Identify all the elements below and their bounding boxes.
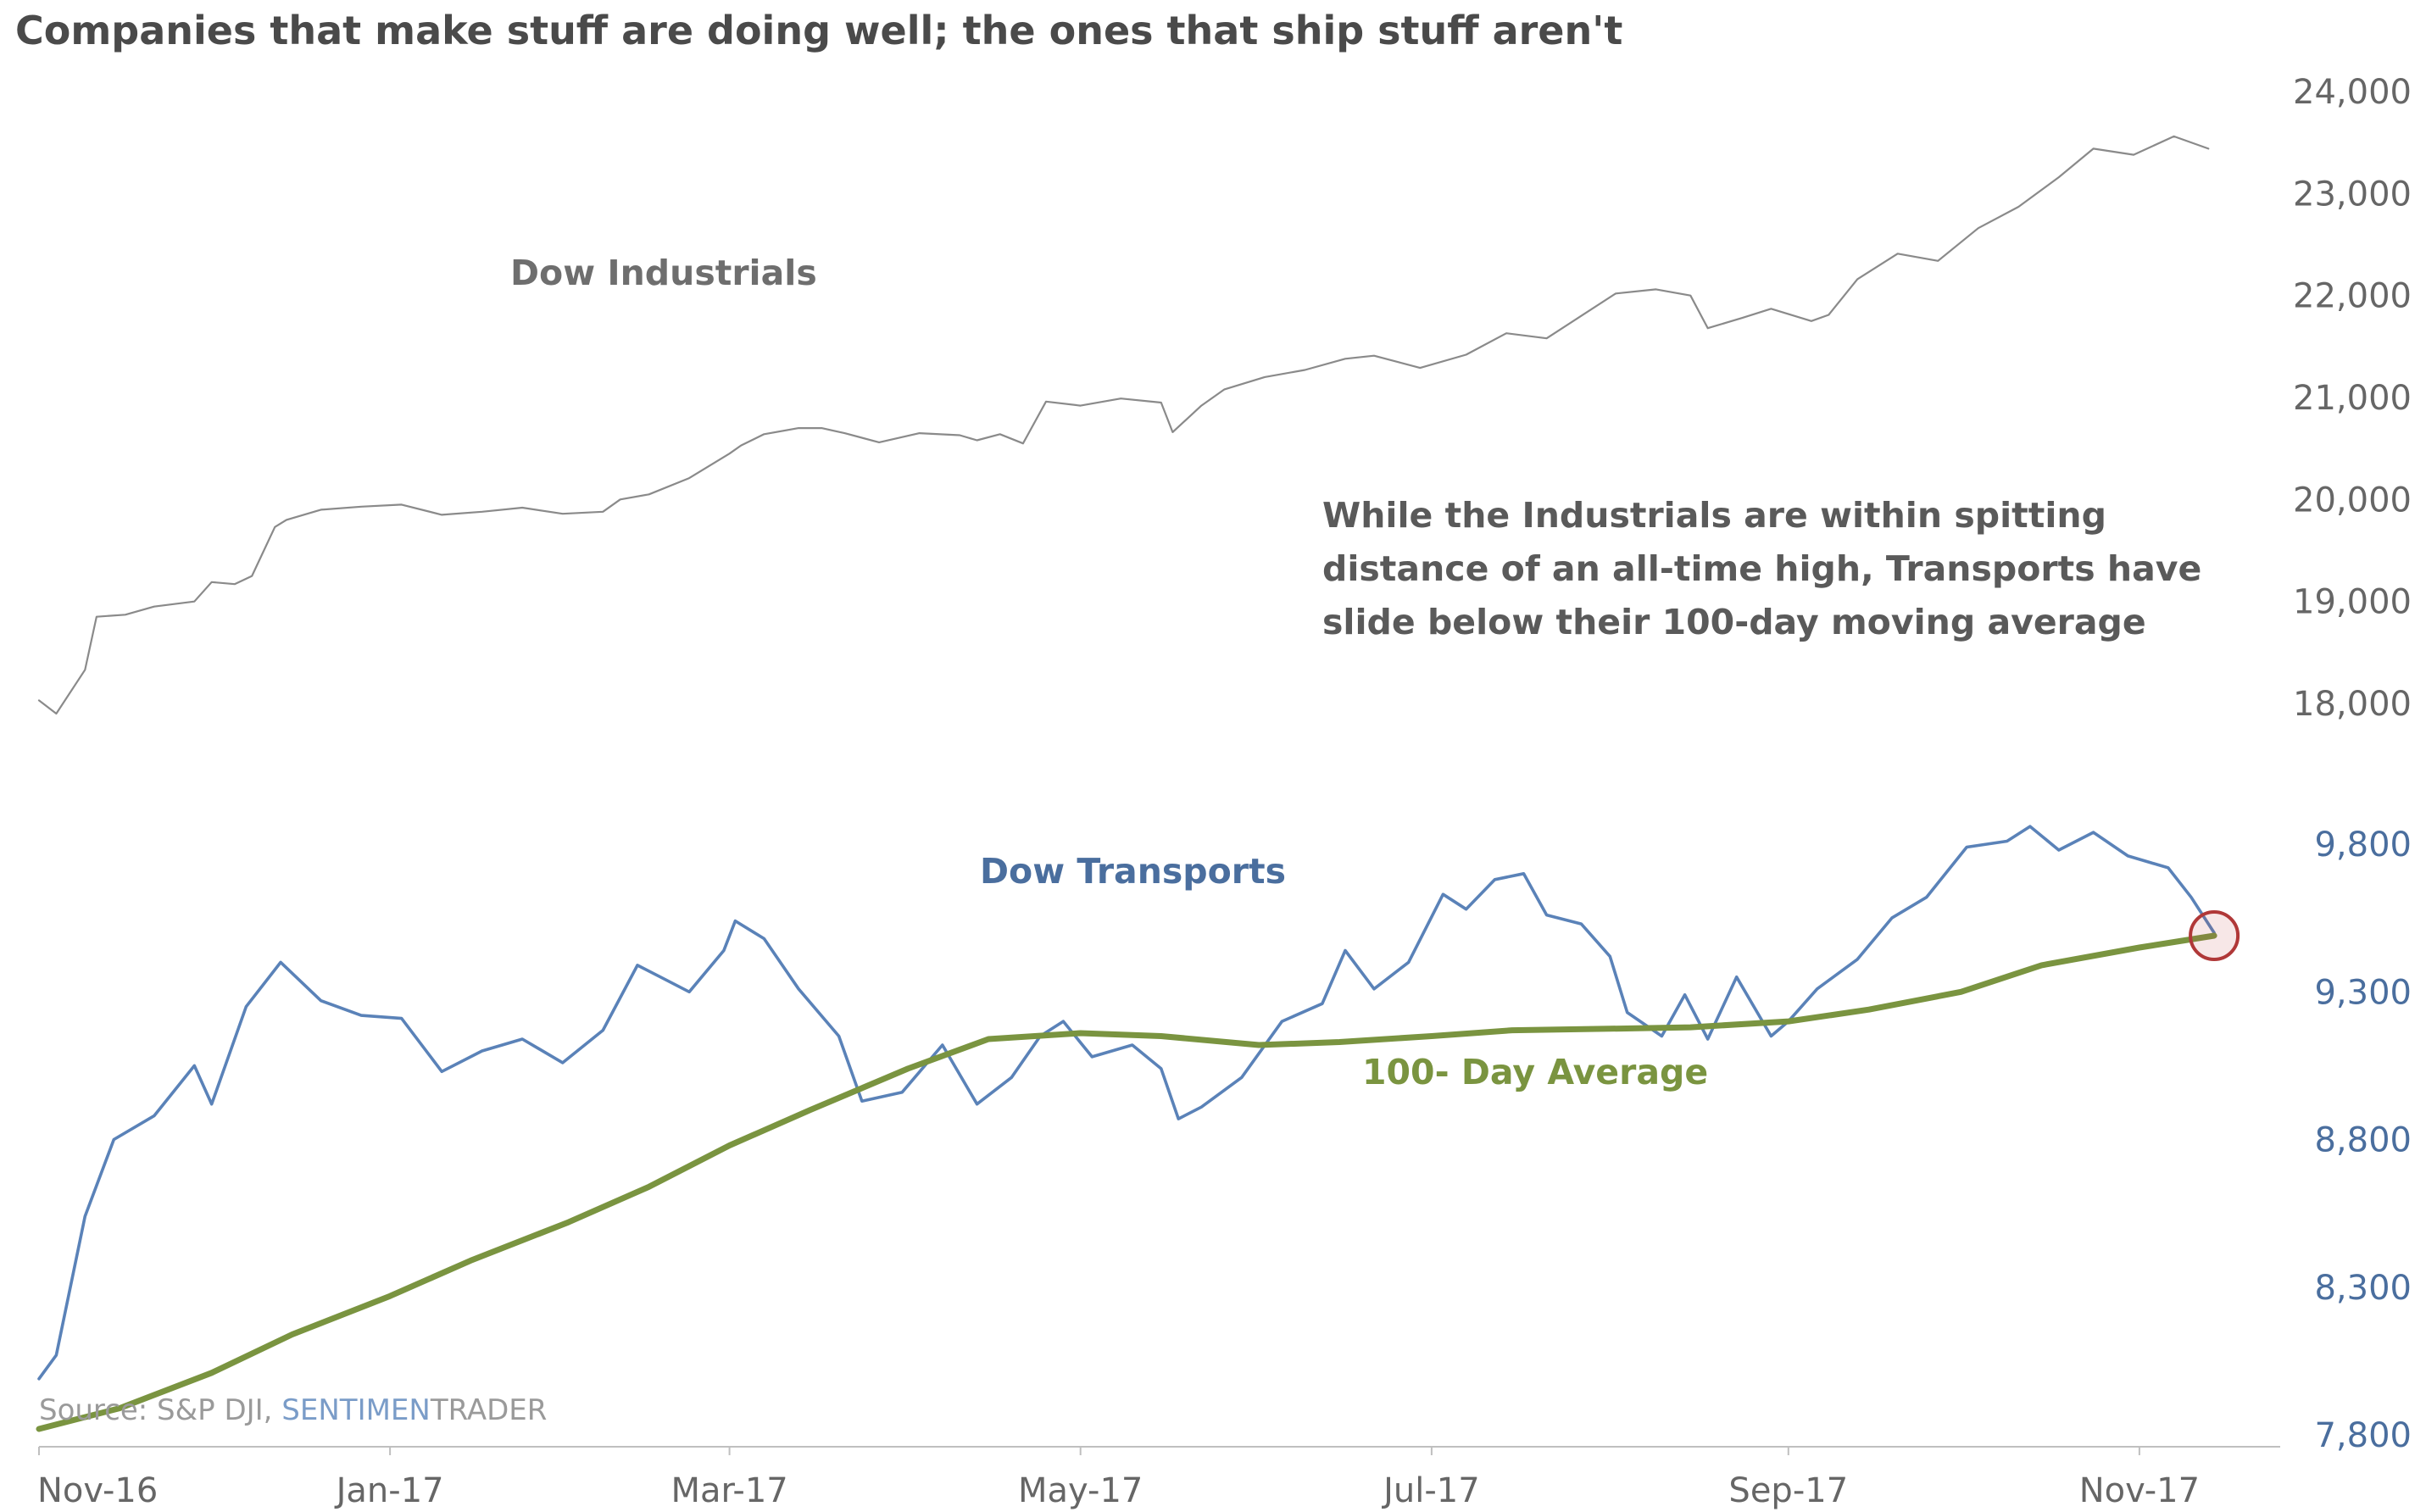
average-label: 100- Day Average <box>1362 1052 1708 1092</box>
x-tick-label: Nov-16 <box>37 1471 158 1510</box>
transports-label: Dow Transports <box>980 851 1286 892</box>
industrials-y-tick-label: 18,000 <box>2293 685 2412 724</box>
source-brand-b: TRADER <box>430 1393 548 1427</box>
industrials-y-tick-label: 21,000 <box>2293 379 2412 418</box>
plot-area: 18,000 19,000 20,000 21,000 22,000 23,000 24,0… <box>36 73 2412 1510</box>
x-tick-label: Sep-17 <box>1728 1471 1848 1510</box>
transports-y-tick-label: 9,300 <box>2314 973 2412 1012</box>
industrials-y-tick-label: 20,000 <box>2293 481 2412 520</box>
average-line <box>36 932 2217 1432</box>
chart-title: Companies that make stuff are doing well… <box>15 8 1622 53</box>
transports-y-tick-label: 8,300 <box>2314 1269 2412 1308</box>
industrials-label: Dow Industrials <box>510 253 817 293</box>
annotation-line-3: slide below their 100-day moving average <box>1322 602 2146 642</box>
annotation-line-2: distance of an all-time high, Transports… <box>1322 548 2201 589</box>
source-note: Source: S&P DJI, SENTIMENTRADER <box>39 1393 547 1427</box>
transports-y-tick-label: 8,800 <box>2314 1121 2412 1160</box>
source-brand-a: SENTIMEN <box>281 1393 431 1427</box>
x-tick-label: Jan-17 <box>334 1471 444 1510</box>
industrials-y-tick-label: 24,000 <box>2293 73 2412 112</box>
x-tick-label: Mar-17 <box>670 1471 787 1510</box>
industrials-y-tick-label: 23,000 <box>2293 175 2412 214</box>
crossover-highlight-circle <box>2189 910 2240 961</box>
source-prefix: Source: S&P DJI, <box>39 1393 281 1427</box>
transports-y-tick-label: 9,800 <box>2314 825 2412 864</box>
x-tick-label: May-17 <box>1018 1471 1143 1510</box>
x-tick-label: Jul-17 <box>1381 1471 1480 1510</box>
industrials-y-tick-label: 22,000 <box>2293 277 2412 316</box>
industrials-y-tick-label: 19,000 <box>2293 583 2412 622</box>
transports-y-tick-label: 7,800 <box>2314 1416 2412 1455</box>
x-tick-label: Nov-17 <box>2079 1471 2200 1510</box>
industrials-line <box>37 135 2210 715</box>
transports-line <box>37 825 2216 1381</box>
annotation-line-1: While the Industrials are within spittin… <box>1322 495 2106 536</box>
